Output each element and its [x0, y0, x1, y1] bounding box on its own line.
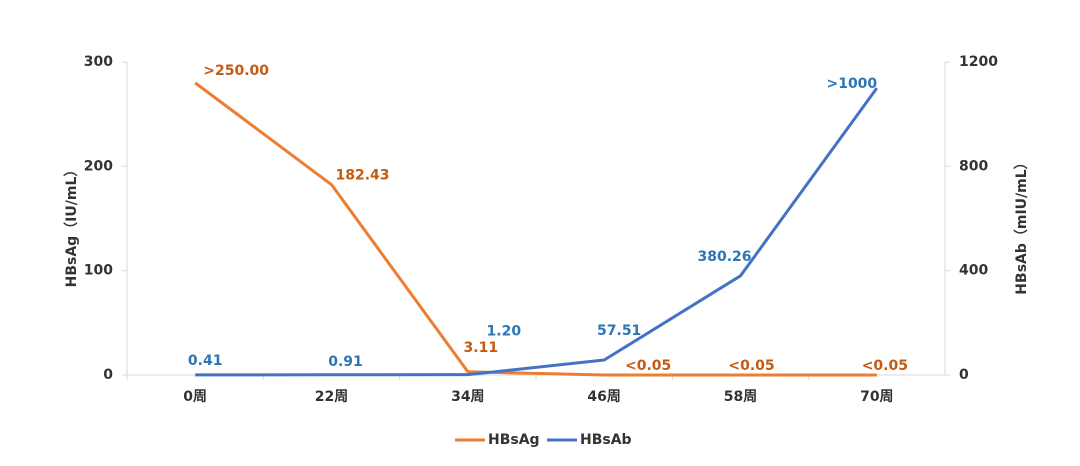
data-label: 57.51 [597, 323, 641, 339]
data-label: <0.05 [728, 358, 774, 374]
x-tick-label: 58周 [724, 389, 757, 405]
data-label: <0.05 [625, 358, 671, 374]
data-label: 1.20 [487, 324, 522, 340]
y-tick-label: 300 [84, 54, 113, 70]
data-label: >1000 [826, 76, 877, 92]
data-label: 182.43 [335, 168, 389, 184]
x-tick-label: 0周 [183, 389, 207, 405]
x-tick-label: 22周 [315, 389, 348, 405]
series-line [195, 87, 879, 377]
series-line [194, 81, 877, 377]
data-label: <0.05 [862, 358, 908, 374]
data-label: >250.00 [203, 63, 269, 79]
data-label: 0.41 [188, 353, 223, 369]
y-tick-label: 0 [103, 367, 113, 383]
y-tick-label: 100 [84, 263, 113, 279]
x-tick-label: 34周 [451, 389, 484, 405]
data-label: 380.26 [697, 249, 751, 265]
y2-tick-label: 800 [959, 158, 988, 174]
y2-tick-label: 400 [959, 263, 988, 279]
x-tick-label: 70周 [860, 389, 893, 405]
y2-axis-title: HBsAb（mIU/mL） [1014, 155, 1030, 294]
legend-label: HBsAb [580, 432, 632, 448]
data-label: 3.11 [464, 340, 499, 356]
y2-tick-label: 0 [959, 367, 969, 383]
x-tick-label: 46周 [587, 389, 620, 405]
y-axis-title: HBsAg（IU/mL） [64, 163, 80, 288]
legend-label: HBsAg [488, 432, 540, 448]
data-label: 0.91 [328, 354, 363, 370]
y2-tick-label: 1200 [959, 54, 998, 70]
y-tick-label: 200 [84, 158, 113, 174]
